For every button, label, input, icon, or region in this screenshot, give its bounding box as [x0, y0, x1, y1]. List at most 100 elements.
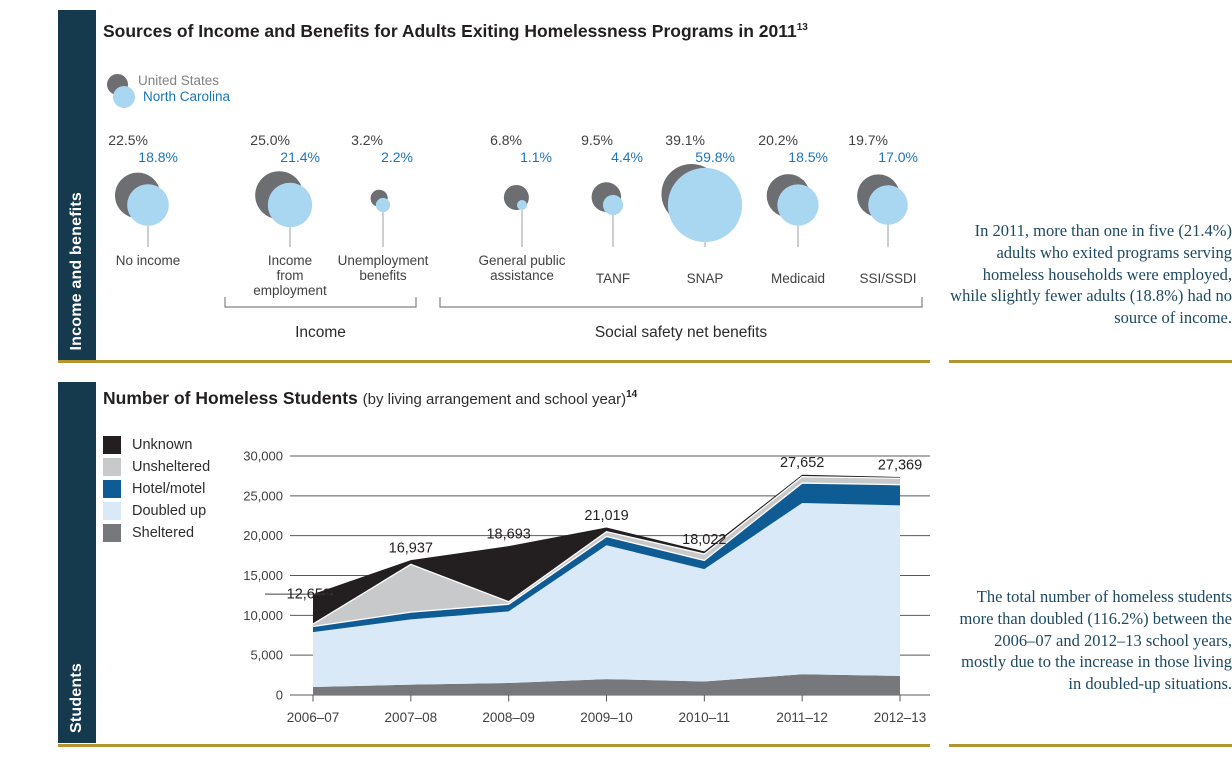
legend-item-unknown: Unknown	[103, 436, 210, 454]
nc-bubble	[667, 167, 743, 243]
nc-value-label: 59.8%	[695, 149, 735, 165]
x-axis-label: 2006–07	[287, 710, 340, 725]
group-label: Social safety net benefits	[595, 324, 768, 341]
nc-value-label: 2.2%	[381, 149, 413, 165]
x-axis-label: 2011–12	[776, 710, 828, 725]
legend-item-doubled-up: Doubled up	[103, 502, 210, 520]
nc-legend-circle	[113, 86, 135, 108]
us-value-label: 9.5%	[581, 132, 613, 148]
legend-swatch	[103, 436, 121, 454]
layer-separator	[312, 482, 901, 628]
legend-label: Unsheltered	[132, 459, 211, 475]
category-label: TANF	[596, 271, 630, 286]
income-panel-annotation: In 2011, more than one in five (21.4%) a…	[950, 221, 1232, 328]
us-value-label: 20.2%	[758, 132, 798, 148]
y-tick-label: 10,000	[243, 608, 283, 623]
legend-label: Hotel/motel	[132, 481, 206, 497]
students-panel-title: Number of Homeless Students (by living a…	[103, 388, 637, 409]
group-label: Income	[295, 324, 346, 341]
total-label: 27,369	[878, 457, 922, 473]
total-label: 18,693	[486, 527, 530, 543]
total-label: 12,659	[287, 587, 331, 603]
category-label: Medicaid	[771, 271, 825, 286]
category-label: SNAP	[687, 271, 724, 286]
nc-bubble	[602, 194, 624, 216]
legend-item-unsheltered: Unsheltered	[103, 458, 210, 476]
income-panel-rule	[58, 360, 930, 363]
homeless-students-area-chart: 0 5,000 10,000 15,000 20,000 25,000 30,000 2006…	[243, 449, 930, 725]
category-label: Income	[268, 253, 312, 268]
legend-swatch	[103, 480, 121, 498]
us-value-label: 39.1%	[665, 132, 705, 148]
students-panel-sidebar-label: Students	[68, 662, 85, 733]
x-axis-label: 2008–09	[482, 710, 535, 725]
income-title-footnote: 13	[796, 22, 808, 34]
total-label: 16,937	[389, 541, 433, 557]
nc-value-label: 18.8%	[138, 149, 178, 165]
nc-bubble	[127, 184, 169, 226]
y-tick-label: 15,000	[243, 568, 283, 583]
group-bracket	[224, 297, 417, 308]
income-panel-title-text: Sources of Income and Benefits for Adult…	[103, 21, 797, 41]
total-label: 27,652	[780, 455, 824, 471]
students-chart-legend: Unknown Unsheltered Hotel/motel Doubled up S…	[103, 436, 210, 546]
nc-bubble	[267, 182, 313, 228]
y-tick-label: 20,000	[243, 528, 283, 543]
legend-swatch	[103, 458, 121, 476]
total-label: 21,019	[584, 508, 628, 524]
income-benefits-bubble-chart: 22.5%18.8%No income25.0%21.4%Incomefrome…	[108, 132, 923, 341]
income-annotation-rule	[949, 360, 1232, 363]
us-value-label: 6.8%	[490, 132, 522, 148]
x-axis-label: 2009–10	[580, 710, 633, 725]
area-layer-hotel-motel	[313, 483, 900, 633]
area-layer-sheltered	[313, 674, 900, 695]
nc-bubble	[375, 197, 391, 213]
category-label: benefits	[359, 268, 407, 283]
legend-item-hotel-motel: Hotel/motel	[103, 480, 210, 498]
students-panel-title-text: Number of Homeless Students	[103, 388, 358, 408]
us-value-label: 25.0%	[250, 132, 290, 148]
nc-bubble	[868, 185, 908, 225]
category-label: SSI/SSDI	[859, 271, 916, 286]
us-value-label: 22.5%	[108, 132, 148, 148]
students-panel-sidebar: Students	[58, 382, 96, 743]
us-nc-legend: United States North Carolina	[100, 70, 320, 114]
income-panel-sidebar-label: Income and benefits	[68, 191, 85, 351]
nc-value-label: 17.0%	[878, 149, 918, 165]
students-title-note: (by living arrangement and school year)	[362, 391, 627, 408]
students-title-footnote: 14	[626, 389, 638, 401]
y-tick-label: 25,000	[243, 488, 283, 503]
y-tick-label: 30,000	[243, 449, 283, 464]
students-annotation-rule	[949, 744, 1232, 747]
nc-value-label: 21.4%	[280, 149, 320, 165]
nc-value-label: 4.4%	[611, 149, 643, 165]
legend-label: Sheltered	[132, 525, 195, 541]
legend-label: Doubled up	[132, 503, 207, 519]
students-panel-annotation: The total number of homeless students mo…	[959, 587, 1232, 694]
y-tick-label: 5,000	[250, 648, 283, 663]
category-label: from	[277, 268, 304, 283]
nc-bubble	[777, 184, 819, 226]
total-label: 18,022	[682, 532, 726, 548]
category-label: Unemployment	[338, 253, 429, 268]
x-axis-label: 2007–08	[385, 710, 438, 725]
legend-item-sheltered: Sheltered	[103, 524, 210, 542]
nc-bubble	[516, 199, 528, 211]
category-label: General public	[478, 253, 565, 268]
x-axis-label: 2010–11	[679, 710, 731, 725]
us-legend-label: United States	[138, 73, 220, 88]
legend-swatch	[103, 502, 121, 520]
legend-swatch	[103, 524, 121, 542]
legend-label: Unknown	[132, 437, 193, 453]
category-label: No income	[116, 253, 181, 268]
area-layer-doubled-up	[313, 503, 900, 688]
nc-value-label: 1.1%	[520, 149, 552, 165]
nc-value-label: 18.5%	[788, 149, 828, 165]
nc-legend-label: North Carolina	[143, 89, 231, 104]
x-axis-label: 2012–13	[874, 710, 927, 725]
income-panel-sidebar: Income and benefits	[58, 10, 96, 360]
us-value-label: 3.2%	[351, 132, 383, 148]
income-panel-title: Sources of Income and Benefits for Adult…	[103, 21, 808, 42]
y-tick-label: 0	[276, 688, 283, 703]
